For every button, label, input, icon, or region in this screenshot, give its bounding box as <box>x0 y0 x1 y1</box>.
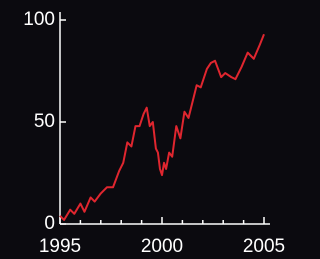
y-tick-label: 100 <box>23 9 55 30</box>
chart: 0 50 100 1995 2000 2005 <box>0 0 287 259</box>
page: {"chart_data": {"type": "line", "x": [19… <box>0 0 320 259</box>
x-tick-label: 1995 <box>39 236 81 257</box>
y-tick-label: 0 <box>44 213 55 234</box>
y-tick-label: 50 <box>34 111 55 132</box>
x-tick-label: 2000 <box>141 236 183 257</box>
x-tick-label: 2005 <box>243 236 285 257</box>
